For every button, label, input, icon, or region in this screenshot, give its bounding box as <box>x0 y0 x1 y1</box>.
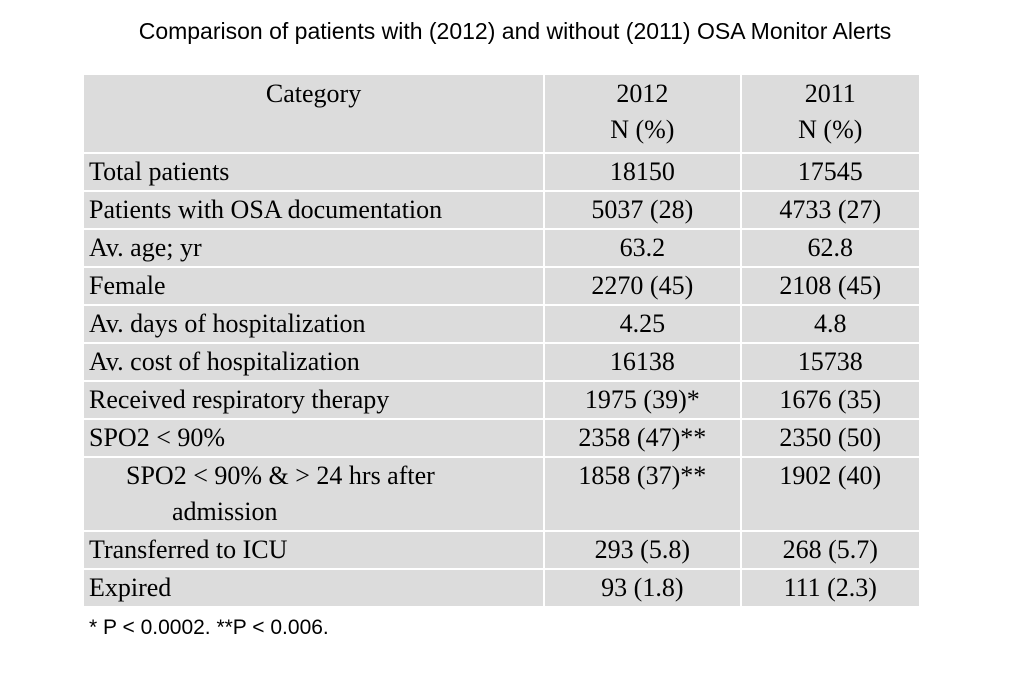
header-2012: 2012 N (%) <box>543 73 742 154</box>
table-row: SPO2 < 90% 2358 (47)** 2350 (50) <box>81 418 922 458</box>
header-2011: 2011 N (%) <box>739 73 922 154</box>
table-row: Total patients 18150 17545 <box>81 152 922 192</box>
value-2011: 111 (2.3) <box>739 568 922 608</box>
table-row: SPO2 < 90% & > 24 hrs after admission 18… <box>81 456 922 532</box>
header-2012-year: 2012 <box>616 79 669 108</box>
value-2011: 268 (5.7) <box>739 530 922 570</box>
value-2011: 4.8 <box>739 304 922 344</box>
value-2011: 2350 (50) <box>739 418 922 458</box>
value-2011: 15738 <box>739 342 922 382</box>
value-2012: 2358 (47)** <box>543 418 742 458</box>
value-2012: 16138 <box>543 342 742 382</box>
table-row: Av. cost of hospitalization 16138 15738 <box>81 342 922 382</box>
value-2011: 4733 (27) <box>739 190 922 230</box>
value-2012: 2270 (45) <box>543 266 742 306</box>
value-2012: 93 (1.8) <box>543 568 742 608</box>
row-label: Female <box>81 266 546 306</box>
row-label: SPO2 < 90% & > 24 hrs after admission <box>81 456 546 532</box>
table-row: Female 2270 (45) 2108 (45) <box>81 266 922 306</box>
header-category-label: Category <box>265 79 362 108</box>
value-2011: 1902 (40) <box>739 456 922 532</box>
comparison-table: Category 2012 N (%) 2011 N (%) Total pat… <box>81 73 922 608</box>
value-2011: 62.8 <box>739 228 922 268</box>
row-label: Expired <box>81 568 546 608</box>
value-2012: 63.2 <box>543 228 742 268</box>
header-2011-year: 2011 <box>804 79 856 108</box>
value-2012: 4.25 <box>543 304 742 344</box>
value-2011: 17545 <box>739 152 922 192</box>
value-2012: 1975 (39)* <box>543 380 742 420</box>
table-title: Comparison of patients with (2012) and w… <box>138 18 892 44</box>
row-label-line1: SPO2 < 90% & > 24 hrs after <box>126 461 435 490</box>
header-row: Category 2012 N (%) 2011 N (%) <box>81 73 922 154</box>
row-label: SPO2 < 90% <box>81 418 546 458</box>
row-label: Received respiratory therapy <box>81 380 546 420</box>
header-category: Category <box>81 73 546 154</box>
row-label-line2: admission <box>172 497 278 526</box>
value-2012: 1858 (37)** <box>543 456 742 532</box>
table-row: Patients with OSA documentation 5037 (28… <box>81 190 922 230</box>
table-row: Transferred to ICU 293 (5.8) 268 (5.7) <box>81 530 922 570</box>
row-label: Transferred to ICU <box>81 530 546 570</box>
header-2011-unit: N (%) <box>798 115 863 144</box>
table-row: Expired 93 (1.8) 111 (2.3) <box>81 568 922 608</box>
row-label: Patients with OSA documentation <box>81 190 546 230</box>
value-2012: 5037 (28) <box>543 190 742 230</box>
footnote: * P < 0.0002. **P < 0.006. <box>89 616 329 639</box>
value-2011: 1676 (35) <box>739 380 922 420</box>
value-2012: 18150 <box>543 152 742 192</box>
header-2012-unit: N (%) <box>610 115 675 144</box>
table-row: Av. days of hospitalization 4.25 4.8 <box>81 304 922 344</box>
row-label: Av. age; yr <box>81 228 546 268</box>
table-row: Received respiratory therapy 1975 (39)* … <box>81 380 922 420</box>
row-label: Av. cost of hospitalization <box>81 342 546 382</box>
value-2011: 2108 (45) <box>739 266 922 306</box>
row-label: Av. days of hospitalization <box>81 304 546 344</box>
value-2012: 293 (5.8) <box>543 530 742 570</box>
row-label: Total patients <box>81 152 546 192</box>
table-row: Av. age; yr 63.2 62.8 <box>81 228 922 268</box>
